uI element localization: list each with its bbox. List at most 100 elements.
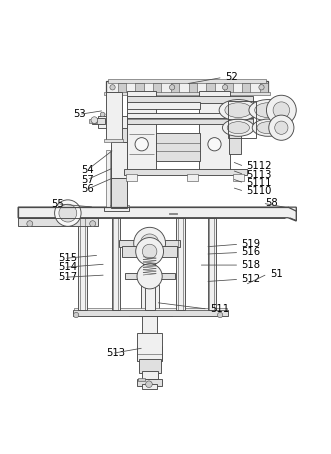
Bar [138, 378, 145, 381]
Bar [137, 333, 162, 361]
Circle shape [217, 312, 223, 318]
Bar [112, 218, 120, 311]
Bar [142, 384, 157, 389]
Text: 58: 58 [265, 198, 277, 208]
Circle shape [136, 237, 164, 266]
Circle shape [55, 200, 81, 227]
Bar [98, 116, 127, 128]
Text: 5111: 5111 [247, 178, 272, 188]
Bar [119, 150, 122, 207]
Bar [109, 206, 129, 209]
Circle shape [208, 138, 221, 151]
Bar [73, 311, 228, 316]
Bar [145, 244, 155, 311]
Text: 5113: 5113 [247, 170, 272, 180]
Circle shape [27, 221, 33, 227]
Circle shape [275, 121, 288, 134]
Text: 513: 513 [106, 348, 125, 359]
Ellipse shape [257, 122, 279, 134]
Ellipse shape [219, 99, 258, 121]
Circle shape [135, 138, 148, 151]
Ellipse shape [222, 119, 254, 136]
Bar [127, 96, 253, 103]
Bar [228, 101, 256, 138]
Bar [111, 142, 127, 178]
Circle shape [73, 312, 79, 318]
Circle shape [134, 227, 166, 259]
Bar [156, 133, 200, 161]
Bar [111, 127, 127, 142]
Bar [78, 218, 87, 311]
Bar [104, 92, 270, 95]
Bar [89, 119, 97, 123]
Bar [135, 83, 144, 93]
Text: 54: 54 [81, 165, 94, 175]
Bar [137, 379, 162, 386]
Bar [224, 83, 232, 93]
Bar [127, 91, 156, 171]
Bar [111, 178, 127, 208]
Bar [139, 360, 161, 373]
Bar [153, 83, 162, 93]
Bar [142, 310, 157, 338]
Bar [242, 83, 250, 93]
Bar [142, 371, 158, 379]
Circle shape [266, 95, 296, 125]
Bar [106, 150, 110, 208]
Bar [119, 240, 180, 247]
Text: 53: 53 [73, 109, 85, 119]
Text: 52: 52 [225, 72, 238, 82]
Circle shape [90, 221, 96, 227]
Bar [187, 174, 198, 181]
Circle shape [100, 112, 105, 117]
Circle shape [146, 381, 152, 388]
Bar [129, 311, 172, 316]
Text: 5112: 5112 [247, 162, 272, 172]
Circle shape [259, 84, 264, 90]
Text: 57: 57 [81, 175, 94, 185]
Bar [189, 83, 197, 93]
Text: 514: 514 [58, 262, 77, 272]
Bar [199, 91, 230, 171]
Ellipse shape [227, 122, 250, 134]
Circle shape [59, 204, 77, 222]
Polygon shape [18, 207, 296, 221]
Bar [124, 169, 247, 175]
Bar [122, 246, 177, 257]
Circle shape [106, 113, 109, 116]
Text: 517: 517 [58, 272, 77, 282]
Circle shape [273, 102, 290, 118]
Circle shape [137, 264, 162, 289]
Bar [176, 218, 185, 311]
Bar [127, 113, 253, 118]
Bar [118, 83, 126, 93]
Circle shape [91, 117, 98, 123]
Bar [141, 285, 159, 311]
Bar [111, 145, 127, 208]
Bar [104, 139, 123, 142]
Bar [126, 174, 137, 181]
Ellipse shape [249, 99, 287, 121]
Bar [229, 111, 241, 154]
Circle shape [140, 234, 159, 252]
Circle shape [142, 244, 157, 259]
Text: 515: 515 [58, 253, 77, 263]
Bar [104, 207, 129, 211]
Text: 5110: 5110 [247, 186, 272, 196]
Ellipse shape [225, 103, 252, 118]
Text: 56: 56 [81, 184, 94, 194]
Bar [260, 83, 268, 93]
Text: 55: 55 [51, 199, 64, 209]
Text: 516: 516 [242, 247, 261, 257]
Bar [233, 174, 244, 181]
Bar [108, 79, 266, 83]
Bar [92, 118, 105, 124]
Text: 519: 519 [242, 239, 261, 249]
Text: 512: 512 [242, 274, 261, 284]
Circle shape [222, 84, 228, 90]
Bar [207, 83, 215, 93]
Bar [74, 308, 227, 311]
Polygon shape [18, 218, 98, 227]
Circle shape [110, 84, 115, 90]
Ellipse shape [255, 103, 282, 118]
